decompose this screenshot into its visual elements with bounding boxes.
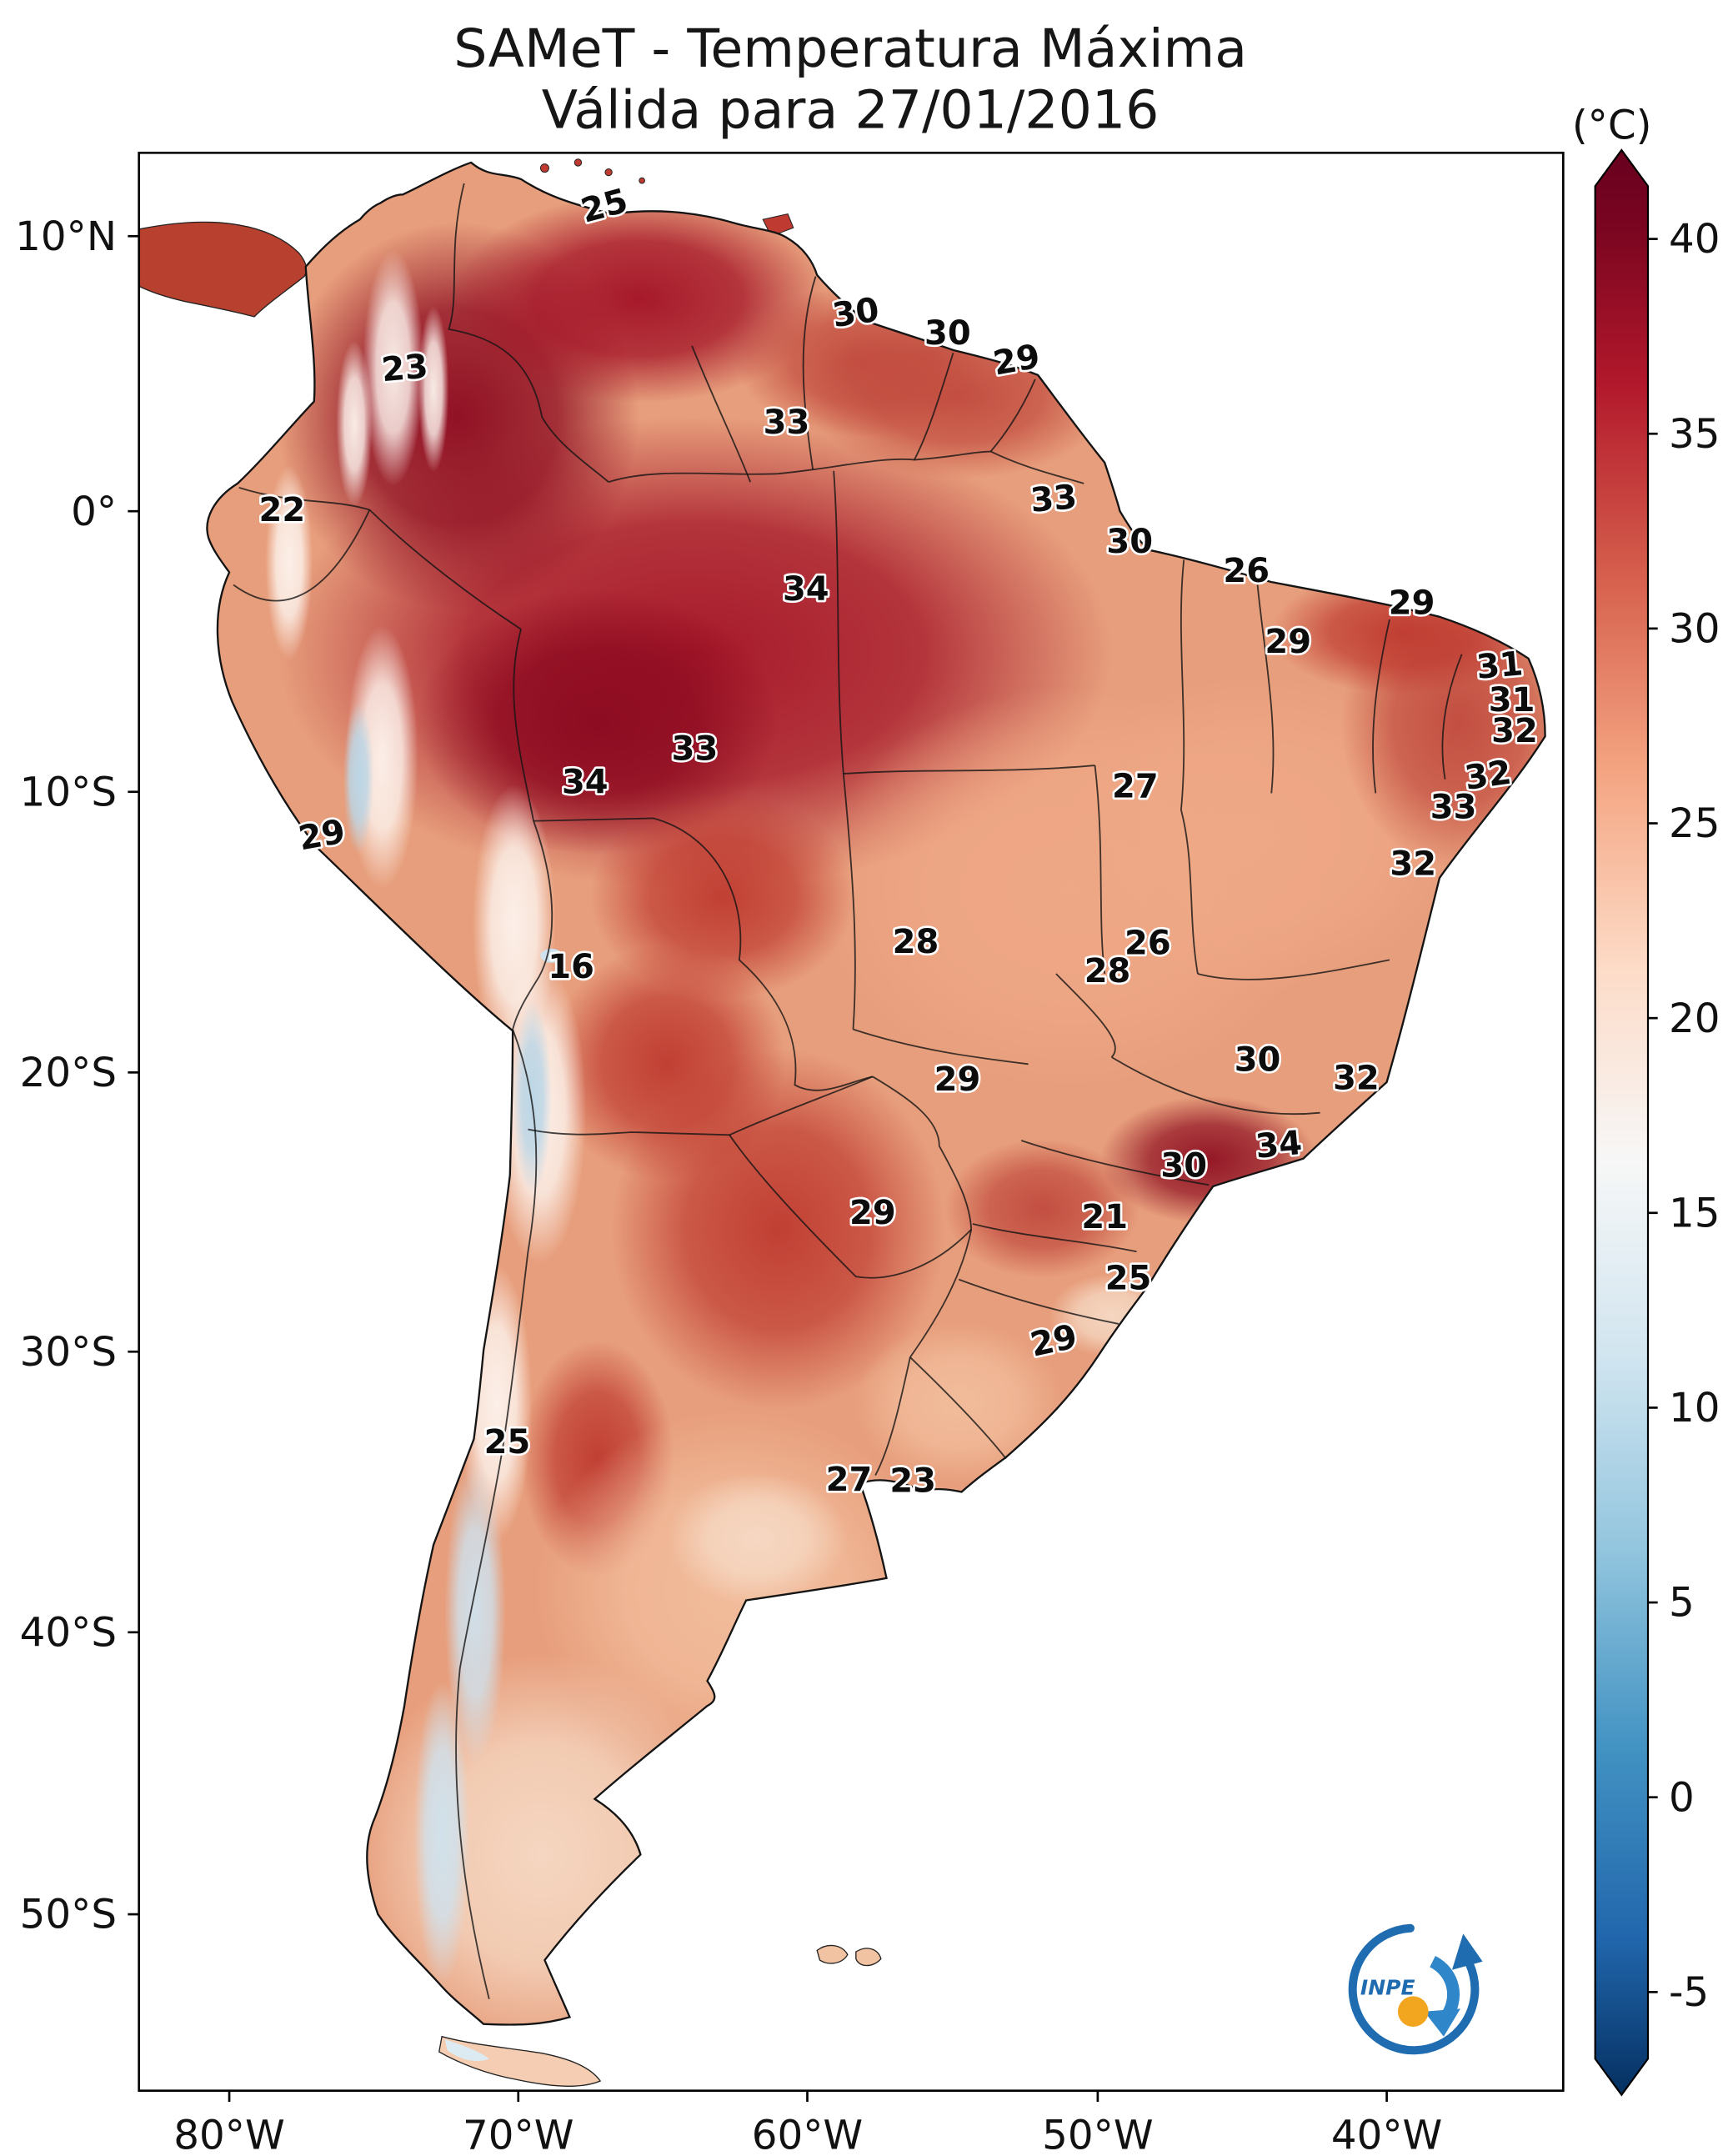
station-temperature-label: 23 bbox=[889, 1462, 936, 1501]
colorbar-tick-label: 15 bbox=[1669, 1190, 1720, 1236]
inpe-logo-globe-icon bbox=[1397, 1996, 1429, 2028]
colorbar-bar bbox=[1594, 148, 1650, 2097]
colorbar-tick-label: 25 bbox=[1669, 800, 1720, 847]
station-temperature-label: 21 bbox=[1081, 1198, 1128, 1236]
station-temperature-label: 32 bbox=[1390, 845, 1436, 884]
longitude-axis: 80°W 70°W 60°W 50°W 40°W bbox=[173, 2090, 1442, 2156]
station-temperature-label: 27 bbox=[826, 1461, 873, 1499]
station-temperature-label: 31 bbox=[1489, 681, 1535, 720]
station-temperature-label: 29 bbox=[990, 338, 1043, 384]
station-temperature-label: 27 bbox=[1112, 767, 1159, 805]
inpe-logo-arrow-head-icon bbox=[1424, 2008, 1460, 2037]
station-temperature-label: 28 bbox=[1084, 952, 1131, 990]
lat-tick-label: 50°S bbox=[20, 1892, 117, 1938]
station-temperature-label: 29 bbox=[849, 1194, 896, 1232]
station-temperature-label: 34 bbox=[562, 763, 609, 801]
station-temperature-label: 28 bbox=[893, 923, 939, 961]
station-temperature-label: 29 bbox=[1265, 623, 1311, 661]
inpe-logo-text: INPE bbox=[1360, 1976, 1415, 2000]
station-temperature-label: 33 bbox=[672, 730, 719, 768]
figure-subtitle: Válida para 27/01/2016 bbox=[542, 78, 1160, 140]
station-temperature-label: 23 bbox=[380, 348, 429, 390]
latitude-axis: 10°N 0° 10°S 20°S 30°S 40°S 50°S bbox=[15, 213, 139, 1938]
falkland-islands bbox=[816, 1944, 882, 1967]
station-temperature-label: 25 bbox=[484, 1423, 531, 1462]
station-temperature-label: 33 bbox=[1430, 788, 1477, 826]
station-temperature-label: 29 bbox=[1389, 584, 1435, 622]
colorbar-tick-label: 40 bbox=[1669, 216, 1720, 263]
lat-tick-label: 0° bbox=[71, 489, 117, 535]
inpe-logo-swirl-arrowhead-icon bbox=[1451, 1933, 1483, 1970]
lon-tick-label: 50°W bbox=[1042, 2113, 1153, 2156]
station-temperature-label: 22 bbox=[259, 491, 306, 529]
station-temperature-label: 26 bbox=[1223, 552, 1270, 590]
inpe-logo: INPE bbox=[1348, 1923, 1483, 2055]
tierra-del-fuego-andes bbox=[444, 2039, 489, 2062]
lat-tick-label: 40°S bbox=[20, 1610, 117, 1657]
lon-tick-label: 60°W bbox=[752, 2113, 863, 2156]
colorbar-tick-label: 5 bbox=[1669, 1580, 1695, 1627]
country-state-borders bbox=[233, 183, 1463, 1999]
lat-tick-label: 30°S bbox=[20, 1329, 117, 1376]
tierra-del-fuego bbox=[438, 2035, 602, 2087]
lat-tick-label: 20°S bbox=[20, 1050, 117, 1096]
colorbar-tick-label: -5 bbox=[1669, 1969, 1709, 2016]
station-temperature-label: 32 bbox=[1462, 754, 1514, 798]
colorbar-tick-label: 30 bbox=[1669, 606, 1720, 653]
station-temperature-label: 32 bbox=[1491, 712, 1538, 750]
station-temperature-label: 33 bbox=[1029, 478, 1078, 520]
station-temperature-label: 34 bbox=[1254, 1124, 1303, 1166]
central-america-land bbox=[138, 221, 308, 318]
figure-title: SAMeT - Temperatura Máxima bbox=[453, 18, 1247, 79]
station-temperature-label: 30 bbox=[830, 291, 882, 335]
station-temperature-label: 25 bbox=[1105, 1259, 1152, 1297]
plot-frame bbox=[138, 151, 1565, 2093]
station-temperature-label: 33 bbox=[764, 404, 810, 442]
lat-tick-label: 10°N bbox=[15, 213, 117, 260]
colorbar: (°C) 40 35 30 25 20 15 10 5 0 -5 bbox=[1572, 103, 1720, 2097]
station-temperature-label: 30 bbox=[924, 314, 971, 353]
station-temperature-label: 34 bbox=[783, 570, 829, 609]
temperature-field bbox=[207, 162, 1545, 2025]
colorbar-tick-label: 20 bbox=[1669, 995, 1720, 1042]
station-temperature-label: 30 bbox=[1235, 1041, 1281, 1080]
colorbar-ticks: 40 35 30 25 20 15 10 5 0 -5 bbox=[1647, 216, 1720, 2016]
station-temperature-label: 30 bbox=[1160, 1146, 1207, 1185]
colorbar-tick-label: 35 bbox=[1669, 411, 1720, 458]
station-temperature-label: 32 bbox=[1333, 1059, 1380, 1097]
colorbar-tick-label: 10 bbox=[1669, 1385, 1720, 1431]
lon-tick-label: 80°W bbox=[173, 2113, 284, 2156]
colorbar-unit-label: (°C) bbox=[1572, 103, 1652, 149]
lon-tick-label: 40°W bbox=[1331, 2113, 1442, 2156]
station-temperature-label: 16 bbox=[548, 948, 594, 986]
station-temperature-label: 30 bbox=[1106, 523, 1153, 561]
lat-tick-label: 10°S bbox=[20, 769, 117, 815]
colorbar-tick-label: 0 bbox=[1669, 1774, 1695, 1821]
lon-tick-label: 70°W bbox=[463, 2113, 573, 2156]
station-temperature-label: 29 bbox=[296, 812, 348, 858]
station-temperature-label: 29 bbox=[934, 1060, 981, 1099]
station-temperature-label: 26 bbox=[1124, 925, 1171, 963]
station-temperature-label: 31 bbox=[1475, 644, 1524, 687]
inpe-logo-swirl-icon bbox=[1348, 1923, 1480, 2055]
